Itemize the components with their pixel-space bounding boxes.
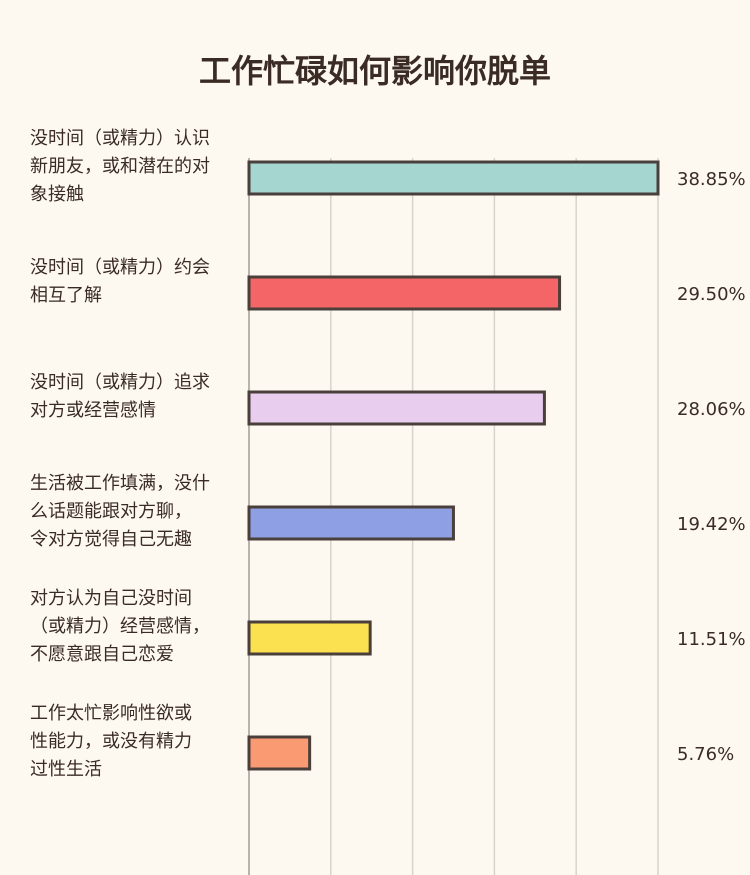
bar-1 <box>247 160 660 196</box>
category-label-4: 生活被工作填满，没什么话题能跟对方聊，令对方觉得自己无趣 <box>30 473 210 550</box>
bar-6 <box>247 735 312 771</box>
value-label-1: 38.85% <box>677 169 746 190</box>
value-label-5: 11.51% <box>677 629 746 650</box>
bar-3 <box>247 390 546 426</box>
bar-4 <box>247 505 455 541</box>
value-label-2: 29.50% <box>677 284 746 305</box>
value-labels: 38.85% 29.50% 28.06% 19.42% 11.51% 5.76% <box>677 169 746 765</box>
value-label-3: 28.06% <box>677 399 746 420</box>
chart-title: 工作忙碌如何影响你脱单 <box>199 52 551 90</box>
category-labels: 没时间（或精力）认识新朋友，或和潜在的对象接触没时间（或精力）约会相互了解没时间… <box>30 128 210 780</box>
bar-2 <box>247 275 562 311</box>
bar-5 <box>247 620 372 656</box>
category-label-1: 没时间（或精力）认识新朋友，或和潜在的对象接触 <box>30 128 210 205</box>
category-label-2: 没时间（或精力）约会相互了解 <box>30 257 210 306</box>
category-label-5: 对方认为自己没时间（或精力）经营感情，不愿意跟自己恋爱 <box>30 588 210 665</box>
value-label-4: 19.42% <box>677 514 746 535</box>
bars <box>247 160 660 771</box>
category-label-3: 没时间（或精力）追求对方或经营感情 <box>30 372 210 421</box>
category-label-6: 工作太忙影响性欲或性能力，或没有精力过性生活 <box>30 703 192 780</box>
value-label-6: 5.76% <box>677 744 734 765</box>
